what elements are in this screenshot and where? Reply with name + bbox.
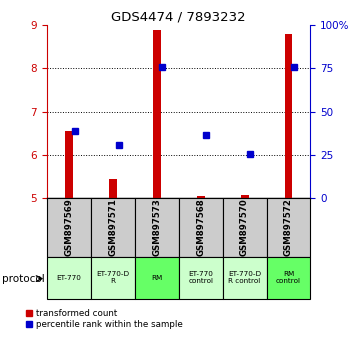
Bar: [91, 257, 135, 299]
Text: GSM897570: GSM897570: [240, 199, 249, 256]
Bar: [109, 179, 117, 198]
Text: ET-770-D
R: ET-770-D R: [96, 272, 129, 284]
Bar: [197, 196, 205, 198]
Text: ET-770-D
R control: ET-770-D R control: [228, 272, 261, 284]
Text: GSM897572: GSM897572: [284, 199, 293, 256]
Bar: [266, 198, 310, 257]
Text: GSM897573: GSM897573: [152, 199, 161, 256]
Text: ET-770: ET-770: [56, 275, 81, 281]
Text: GSM897568: GSM897568: [196, 199, 205, 256]
Bar: [65, 131, 73, 198]
Bar: [47, 198, 91, 257]
Bar: [284, 34, 292, 198]
Bar: [47, 257, 91, 299]
Title: GDS4474 / 7893232: GDS4474 / 7893232: [112, 11, 246, 24]
Legend: transformed count, percentile rank within the sample: transformed count, percentile rank withi…: [26, 309, 182, 329]
Text: protocol: protocol: [2, 274, 44, 284]
Bar: [153, 30, 161, 198]
Bar: [179, 257, 223, 299]
Bar: [179, 198, 223, 257]
Bar: [241, 195, 248, 198]
Bar: [223, 257, 266, 299]
Bar: [135, 198, 179, 257]
Text: RM: RM: [151, 275, 162, 281]
Text: ET-770
control: ET-770 control: [188, 272, 213, 284]
Bar: [91, 198, 135, 257]
Bar: [135, 257, 179, 299]
Text: RM
control: RM control: [276, 272, 301, 284]
Bar: [266, 257, 310, 299]
Text: GSM897569: GSM897569: [64, 199, 73, 256]
Bar: [223, 198, 266, 257]
Text: GSM897571: GSM897571: [108, 199, 117, 256]
